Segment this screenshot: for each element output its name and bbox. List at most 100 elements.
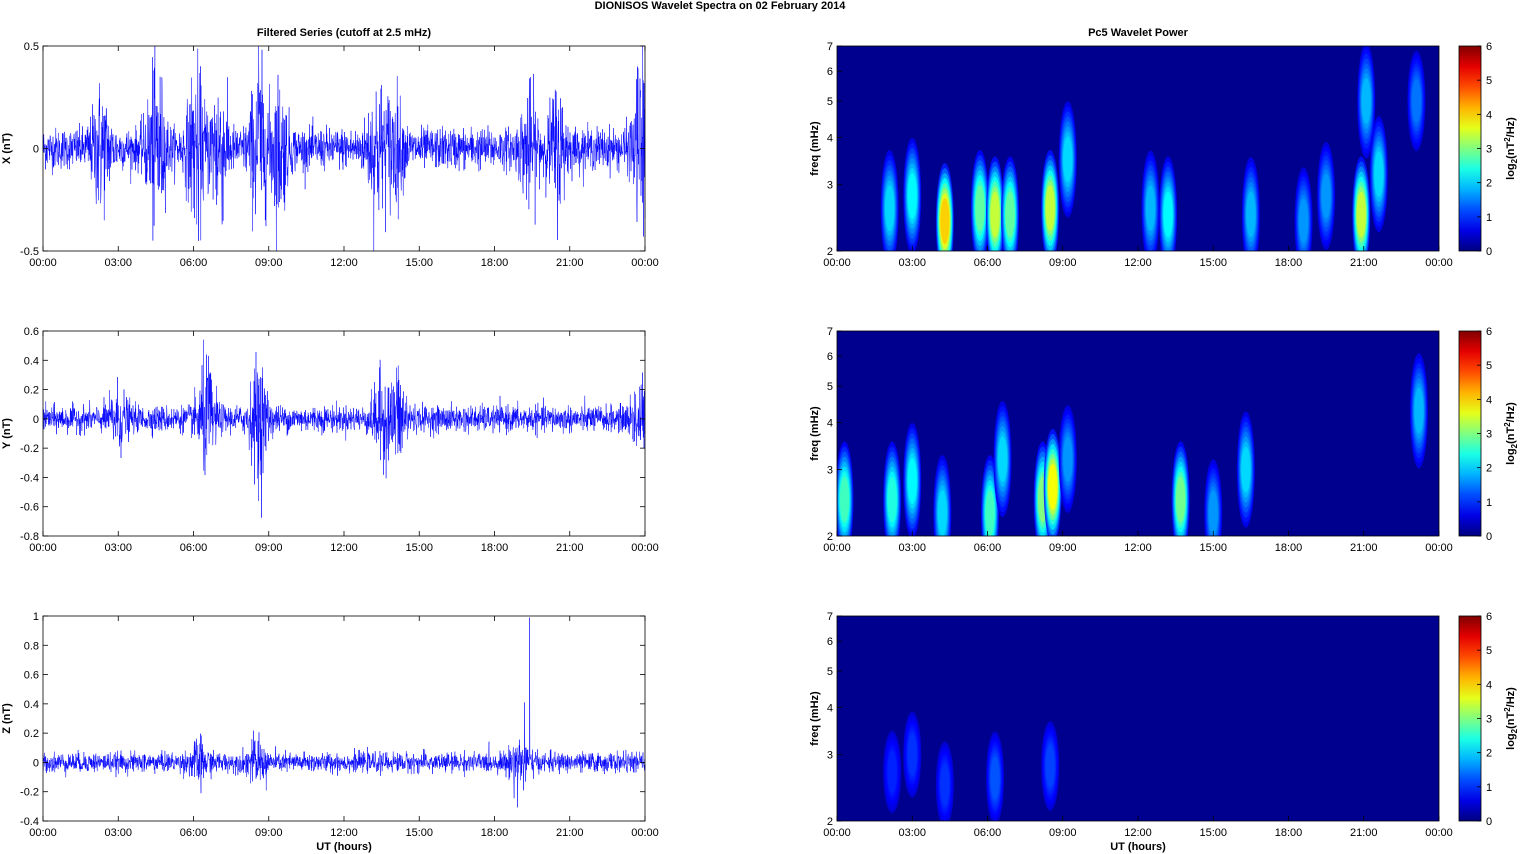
x-tick-label: 00:00: [823, 257, 851, 269]
freq-tick-label: 7: [827, 611, 833, 623]
freq-tick-label: 3: [827, 465, 833, 477]
y-tick-label: 0: [33, 757, 39, 769]
power-blob: [880, 150, 899, 251]
colorbar-label-end: /Hz): [1505, 687, 1517, 708]
left-column-title: Filtered Series (cutoff at 2.5 mHz): [257, 27, 432, 39]
power-blob: [1236, 411, 1255, 528]
power-blob: [1001, 156, 1020, 251]
x-tick-label: 21:00: [1350, 257, 1378, 269]
y-tick-label: 0.5: [24, 41, 39, 53]
y-tick-label: -0.2: [20, 787, 39, 799]
x-tick-label: 03:00: [898, 542, 926, 554]
colorbar-label-sub: 2: [1510, 158, 1519, 163]
x-tick-label: 06:00: [974, 257, 1002, 269]
power-blob-layer: [997, 436, 1008, 483]
x-tick-label: 09:00: [1049, 257, 1077, 269]
freq-tick-label: 7: [827, 326, 833, 338]
colorbar-tick-label: 5: [1486, 360, 1492, 372]
power-blob-layer: [940, 198, 950, 245]
colorbar-tick-label: 4: [1486, 394, 1492, 406]
power-blob-layer: [990, 191, 1000, 238]
colorbar-tick-label: 2: [1486, 463, 1492, 475]
power-blob-layer: [1356, 191, 1366, 238]
freq-tick-label: 2: [827, 246, 833, 258]
spectrum-background: [837, 46, 1439, 251]
series-line: [42, 617, 646, 808]
colorbar-label-mid: (nT: [1505, 712, 1517, 729]
freq-tick-label: 6: [827, 66, 833, 78]
power-blob-layer: [975, 185, 985, 232]
power-blob-layer: [990, 756, 1000, 800]
power-blob-layer: [940, 763, 950, 806]
x-tick-label: 15:00: [1199, 542, 1227, 554]
freq-tick-label: 3: [827, 180, 833, 192]
y-tick-label: 0.6: [24, 326, 39, 338]
power-blob-layer: [1246, 191, 1256, 238]
power-blob-layer: [985, 490, 995, 536]
x-tick-label: 18:00: [481, 542, 509, 554]
colorbar-tick-label: 5: [1486, 75, 1492, 87]
power-blob-layer: [1176, 476, 1186, 523]
freq-tick-label: 5: [827, 381, 833, 393]
wavelet-panel-y: 2 3 4 5 6 7 00:00 03:00 06:00 09:00 12:00 15:00 18:0…: [809, 326, 1519, 554]
y-tick-label: -0.4: [20, 816, 39, 828]
power-blob-layer: [1298, 198, 1309, 244]
figure-title: DIONISOS Wavelet Spectra on 02 February …: [595, 0, 847, 12]
y-tick-label: 0: [33, 414, 39, 426]
power-blob-layer: [1048, 463, 1058, 510]
x-tick-label: 12:00: [330, 827, 358, 839]
power-blob: [935, 741, 954, 821]
power-blob: [1041, 150, 1060, 251]
x-tick-label: 12:00: [330, 257, 358, 269]
series-axes-box: [42, 615, 646, 822]
colorbar-label: log2(nT2/Hz): [1503, 117, 1519, 180]
power-blob: [837, 441, 854, 536]
power-blob-layer: [1374, 151, 1384, 198]
colorbar-label-end: /Hz): [1505, 402, 1517, 423]
power-blob-layer: [1045, 744, 1055, 788]
series-axes-box: [42, 330, 646, 537]
x-tick-label: 21:00: [556, 257, 584, 269]
colorbar-tick-label: 0: [1486, 246, 1492, 258]
power-blob: [1357, 46, 1376, 159]
power-blob-layer: [1411, 79, 1422, 124]
left-x-axis-label: UT (hours): [316, 841, 372, 853]
colorbar-tick-label: 2: [1486, 748, 1492, 760]
x-tick-label: 06:00: [974, 542, 1002, 554]
colorbar-tick-label: 5: [1486, 645, 1492, 657]
x-tick-label: 12:00: [1124, 542, 1152, 554]
power-blob: [986, 156, 1005, 251]
x-tick-label: 15:00: [405, 542, 433, 554]
y-tick-label: 0: [33, 144, 39, 156]
power-blob: [883, 441, 902, 536]
colorbar-label-main: log: [1505, 448, 1517, 465]
freq-axis-label: freq (mHz): [809, 121, 821, 176]
x-tick-label: 00:00: [631, 827, 659, 839]
freq-tick-label: 2: [827, 816, 833, 828]
power-blob: [1352, 156, 1371, 251]
power-blob: [993, 401, 1012, 518]
y-tick-label: -0.4: [20, 472, 39, 484]
power-blob-layer: [907, 172, 917, 219]
x-tick-label: 00:00: [29, 257, 57, 269]
colorbar-tick-label: 0: [1486, 816, 1492, 828]
x-tick-label: 06:00: [180, 257, 208, 269]
x-tick-label: 09:00: [1049, 827, 1077, 839]
freq-tick-label: 6: [827, 351, 833, 363]
colorbar-label-mid: (nT: [1505, 427, 1517, 444]
power-blob-layer: [887, 476, 897, 523]
power-blob: [1058, 405, 1077, 513]
colorbar-tick-label: 4: [1486, 679, 1492, 691]
power-blob: [981, 455, 1000, 536]
power-blob: [1409, 353, 1428, 469]
y-tick-label: -0.6: [20, 502, 39, 514]
colorbar-label: log2(nT2/Hz): [1503, 402, 1519, 465]
colorbar-label-end: /Hz): [1505, 117, 1517, 138]
freq-axis-label: freq (mHz): [809, 691, 821, 746]
spectrum-background: [837, 616, 1439, 821]
colorbar-tick-label: 4: [1486, 109, 1492, 121]
colorbar-tick-label: 1: [1486, 782, 1492, 794]
x-tick-label: 06:00: [180, 542, 208, 554]
